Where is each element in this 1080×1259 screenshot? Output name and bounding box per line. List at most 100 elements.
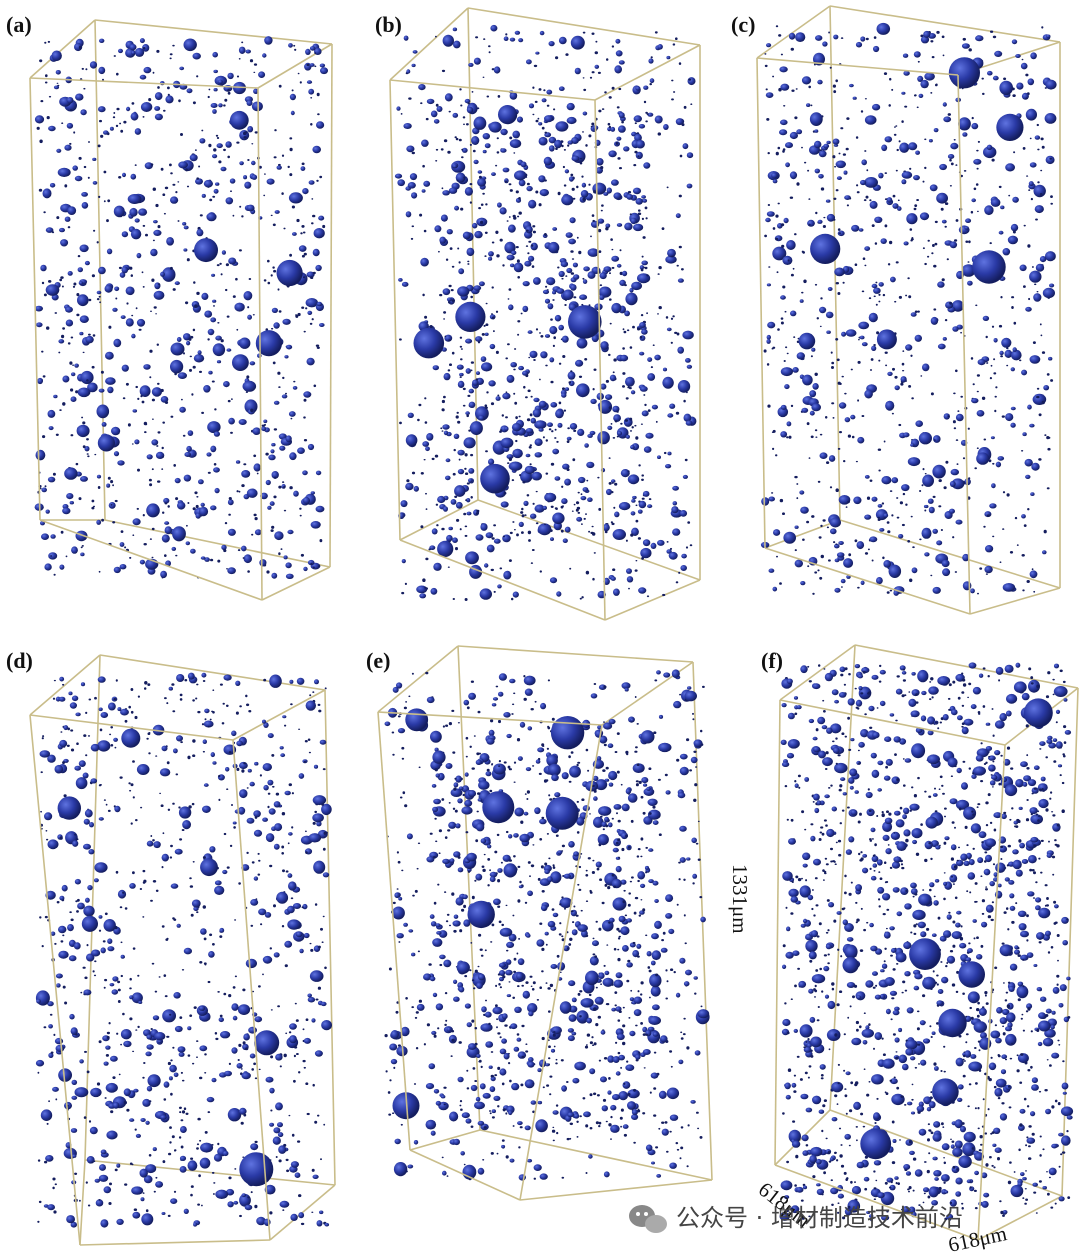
pore bbox=[873, 287, 881, 294]
pore bbox=[263, 419, 268, 424]
pore bbox=[314, 810, 318, 814]
pore bbox=[228, 497, 232, 500]
pore bbox=[546, 277, 556, 286]
pore bbox=[865, 195, 869, 199]
pore bbox=[576, 1120, 579, 1124]
pore bbox=[539, 570, 542, 573]
box-back-edge bbox=[839, 519, 1061, 589]
pore bbox=[455, 823, 461, 829]
pore bbox=[942, 337, 947, 341]
pore bbox=[939, 163, 947, 171]
pore bbox=[609, 322, 612, 325]
pore bbox=[546, 1084, 550, 1087]
pore bbox=[1030, 197, 1033, 201]
pore bbox=[98, 66, 106, 75]
pore bbox=[259, 559, 267, 567]
pore bbox=[283, 486, 286, 489]
pore bbox=[467, 263, 470, 265]
pore bbox=[130, 688, 134, 691]
pore bbox=[640, 795, 644, 799]
pore bbox=[563, 149, 567, 151]
pore bbox=[784, 384, 790, 390]
pore bbox=[406, 833, 413, 840]
pore bbox=[134, 128, 142, 135]
pore bbox=[92, 970, 95, 973]
pore bbox=[470, 453, 474, 457]
pore bbox=[547, 876, 553, 883]
pore bbox=[513, 392, 516, 395]
pore bbox=[491, 537, 495, 540]
pore bbox=[134, 1128, 137, 1131]
pore bbox=[569, 423, 578, 430]
pore bbox=[151, 387, 162, 397]
pore bbox=[568, 755, 571, 759]
pore bbox=[464, 975, 468, 978]
pore bbox=[98, 1040, 102, 1044]
pore bbox=[206, 212, 217, 222]
pore bbox=[161, 1212, 166, 1215]
pore bbox=[285, 870, 289, 873]
pore bbox=[642, 490, 650, 497]
pore bbox=[995, 386, 998, 389]
pore bbox=[46, 1122, 49, 1125]
pore bbox=[287, 919, 301, 930]
pore bbox=[277, 288, 280, 291]
pore bbox=[924, 166, 927, 170]
pore bbox=[391, 731, 395, 734]
pore bbox=[486, 391, 489, 394]
pore bbox=[947, 154, 955, 159]
pore bbox=[812, 383, 819, 390]
pore bbox=[167, 86, 170, 90]
pore bbox=[320, 67, 328, 75]
pore bbox=[538, 772, 542, 776]
pore bbox=[566, 947, 570, 950]
pore bbox=[561, 144, 564, 148]
pore bbox=[158, 283, 161, 286]
pore bbox=[459, 88, 462, 91]
pore bbox=[588, 134, 592, 138]
pore bbox=[100, 712, 109, 718]
pore bbox=[561, 844, 566, 848]
pore bbox=[309, 322, 313, 325]
pore bbox=[50, 555, 53, 557]
pore bbox=[129, 266, 133, 270]
pore bbox=[1038, 413, 1042, 417]
pore bbox=[132, 534, 135, 536]
pore bbox=[475, 822, 485, 832]
pore bbox=[321, 803, 325, 806]
pore bbox=[87, 885, 93, 891]
pore bbox=[1046, 373, 1050, 376]
pore bbox=[117, 980, 121, 984]
pore bbox=[953, 139, 956, 141]
pore bbox=[39, 59, 43, 63]
pore bbox=[539, 30, 545, 36]
pore bbox=[100, 1149, 107, 1155]
box-depth-edge bbox=[604, 579, 701, 621]
pore bbox=[83, 905, 95, 917]
pore bbox=[528, 199, 537, 209]
pore bbox=[829, 66, 832, 69]
pore bbox=[236, 75, 240, 78]
pore bbox=[656, 670, 661, 675]
pore bbox=[931, 252, 934, 255]
pore bbox=[529, 463, 532, 466]
pore bbox=[498, 691, 504, 697]
pore bbox=[68, 955, 77, 962]
pore bbox=[883, 513, 889, 518]
pore bbox=[500, 501, 509, 508]
pore bbox=[409, 173, 418, 181]
pore bbox=[129, 883, 136, 889]
pore bbox=[640, 1022, 643, 1025]
pore bbox=[434, 225, 442, 233]
pore bbox=[158, 976, 161, 978]
pore bbox=[223, 832, 227, 836]
pore bbox=[618, 60, 625, 65]
pore bbox=[131, 50, 136, 55]
pore bbox=[849, 83, 854, 88]
pore bbox=[238, 1043, 242, 1047]
pore bbox=[484, 332, 489, 336]
pore bbox=[113, 698, 117, 700]
large-pore bbox=[276, 259, 303, 287]
pore bbox=[622, 385, 625, 388]
pore bbox=[431, 784, 437, 788]
